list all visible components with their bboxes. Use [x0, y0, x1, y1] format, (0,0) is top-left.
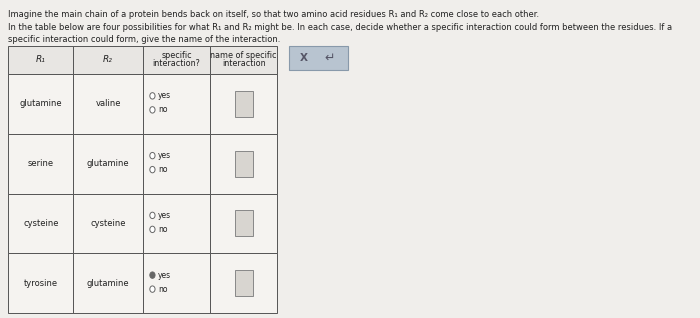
Text: yes: yes: [158, 211, 172, 220]
Text: no: no: [158, 165, 167, 174]
Text: name of specific: name of specific: [211, 52, 277, 60]
Text: specific interaction could form, give the name of the interaction.: specific interaction could form, give th…: [8, 35, 281, 44]
Bar: [74, 46, 143, 74]
Text: yes: yes: [158, 271, 172, 280]
Bar: [210, 193, 277, 253]
Bar: [8, 193, 74, 253]
Text: glutamine: glutamine: [87, 159, 130, 168]
Text: tyrosine: tyrosine: [24, 279, 58, 287]
Circle shape: [150, 107, 155, 113]
Circle shape: [150, 286, 155, 292]
Bar: [74, 253, 143, 313]
Bar: [143, 46, 210, 74]
Bar: [8, 253, 74, 313]
Text: interaction: interaction: [222, 59, 265, 68]
Bar: [234, 211, 253, 236]
Text: no: no: [158, 105, 167, 114]
Bar: [74, 134, 143, 193]
Text: yes: yes: [158, 151, 172, 160]
Bar: [74, 74, 143, 134]
Text: Imagine the main chain of a protein bends back on itself, so that two amino acid: Imagine the main chain of a protein bend…: [8, 10, 539, 19]
Text: R₁: R₁: [36, 56, 46, 65]
Circle shape: [150, 166, 155, 173]
Text: valine: valine: [95, 99, 121, 108]
Circle shape: [150, 226, 155, 232]
Text: yes: yes: [158, 91, 172, 100]
Bar: [234, 91, 253, 117]
Bar: [143, 193, 210, 253]
Bar: [234, 151, 253, 176]
Bar: [8, 74, 74, 134]
Text: serine: serine: [28, 159, 54, 168]
Text: specific: specific: [161, 52, 192, 60]
Text: In the table below are four possibilities for what R₁ and R₂ might be. In each c: In the table below are four possibilitie…: [8, 23, 672, 32]
Circle shape: [150, 152, 155, 159]
Bar: [143, 74, 210, 134]
Text: glutamine: glutamine: [87, 279, 130, 287]
Text: cysteine: cysteine: [23, 219, 59, 228]
Text: glutamine: glutamine: [20, 99, 62, 108]
Bar: [74, 193, 143, 253]
Bar: [234, 270, 253, 296]
Text: no: no: [158, 225, 167, 234]
Circle shape: [150, 272, 155, 278]
Text: no: no: [158, 285, 167, 294]
Bar: [143, 253, 210, 313]
Circle shape: [150, 212, 155, 218]
Text: X: X: [300, 53, 308, 63]
Text: ↵: ↵: [325, 52, 335, 65]
Bar: [8, 46, 74, 74]
Bar: [210, 134, 277, 193]
Bar: [289, 46, 348, 70]
Bar: [8, 134, 74, 193]
Bar: [210, 253, 277, 313]
Text: R₂: R₂: [103, 56, 113, 65]
Bar: [210, 46, 277, 74]
Circle shape: [150, 93, 155, 99]
Bar: [143, 134, 210, 193]
Text: interaction?: interaction?: [153, 59, 200, 68]
Bar: [210, 74, 277, 134]
Text: cysteine: cysteine: [90, 219, 126, 228]
